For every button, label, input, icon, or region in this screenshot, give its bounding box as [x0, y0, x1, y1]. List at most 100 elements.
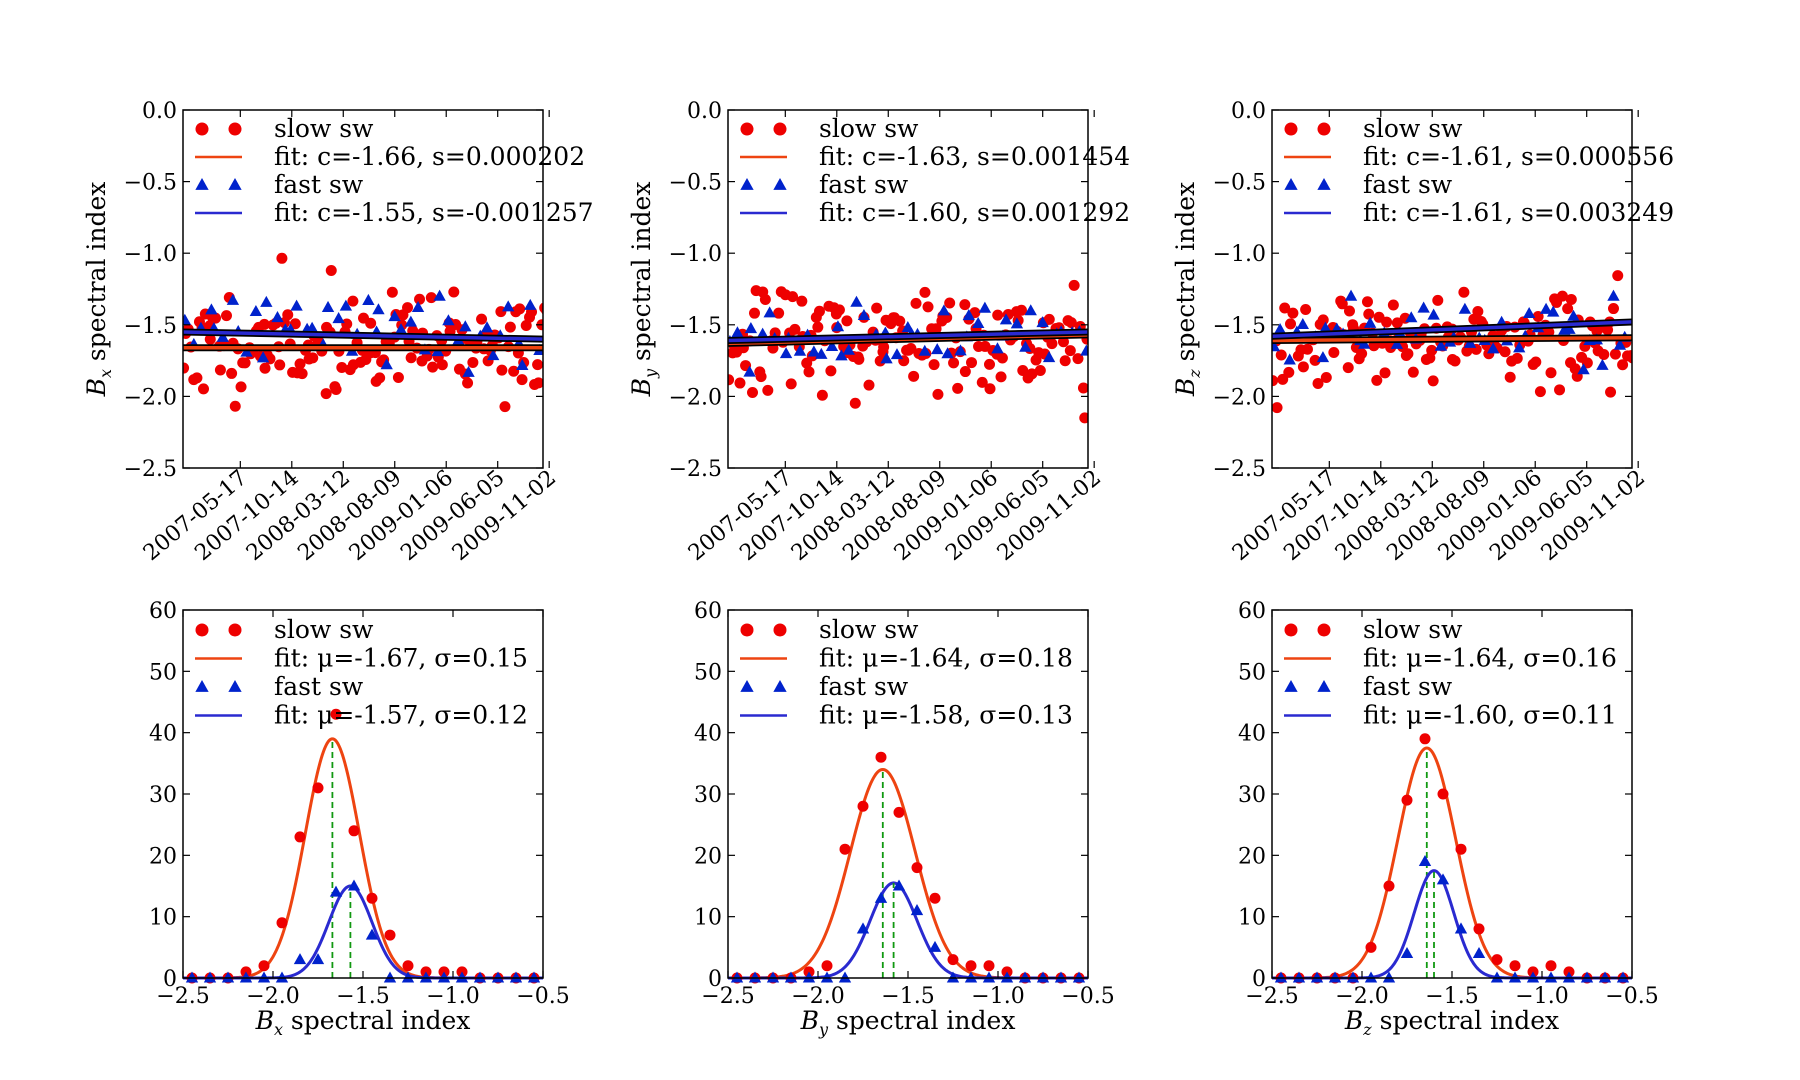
fast-sw-point	[1010, 317, 1024, 329]
slow-sw-point	[1609, 348, 1621, 360]
slow-sw-point	[542, 356, 543, 358]
fast-sw-point	[404, 315, 418, 327]
fast-sw-point	[1382, 971, 1396, 983]
slow-sw-point	[191, 372, 203, 384]
slow-sw-point	[514, 303, 526, 315]
legend-slow-marker	[1317, 623, 1331, 637]
slow-sw-point	[226, 367, 238, 379]
fast-sw-point	[388, 310, 401, 322]
slow-sw-point	[1633, 338, 1644, 349]
slow-sw-point	[910, 297, 922, 309]
fast-sw-point	[1400, 946, 1414, 959]
slow-sw-point	[1371, 374, 1383, 386]
slow-sw-point	[1627, 352, 1632, 364]
slow-sw-point	[1631, 380, 1632, 384]
fast-sw-point	[962, 309, 975, 321]
y-tick-label: 0	[163, 967, 177, 992]
slow-sw-point	[1068, 279, 1080, 291]
plot-frame	[727, 109, 1089, 469]
slow-sw-point	[294, 831, 306, 843]
fast-sw-point	[890, 348, 904, 360]
slow-sw-point	[773, 307, 785, 319]
fast-sw-point	[937, 304, 951, 316]
y-tick-label: 60	[149, 599, 177, 624]
legend-fast-marker	[195, 178, 209, 190]
slow-sw-point	[1605, 386, 1617, 398]
slow-sw-point	[1065, 317, 1077, 329]
fast-sw-point	[1080, 344, 1088, 356]
slow-sw-point	[425, 292, 437, 304]
fast-sw-point	[779, 347, 793, 359]
slow-sw-point	[875, 751, 887, 763]
y-tick-label: 20	[149, 844, 177, 869]
legend-label: slow sw	[274, 615, 374, 644]
fast-sw-point	[766, 971, 780, 983]
slow-sw-point	[1419, 733, 1431, 745]
fast-sw-point	[516, 358, 529, 371]
slow-sw-point	[366, 892, 378, 904]
slow-sw-point	[312, 782, 324, 794]
slow-sw-point	[748, 307, 760, 319]
fast-sw-point	[1405, 311, 1418, 323]
slow-sw-point	[320, 388, 332, 400]
fast-sw-point	[1562, 971, 1576, 983]
slow-sw-point	[1426, 344, 1438, 356]
fast-sw-point	[1544, 971, 1558, 983]
fast-sw-point	[1454, 922, 1468, 934]
slow-sw-point	[1043, 313, 1055, 325]
legend-label: slow sw	[274, 114, 374, 143]
fast-sw-point	[455, 971, 469, 983]
slow-sw-point	[341, 318, 353, 330]
fast-sw-point	[1346, 971, 1360, 983]
fast-sw-point	[802, 971, 816, 983]
panel-top-right: 0.0−0.5−1.0−1.5−2.0−2.52007-05-172007-10…	[1171, 99, 1674, 566]
slow-sw-point	[762, 384, 774, 396]
fast-sw-point	[842, 343, 855, 355]
x-tick-label: −2.5	[701, 984, 754, 1009]
slow-sw-point	[516, 374, 528, 386]
y-tick-label: −2.0	[124, 385, 177, 410]
fast-sw-point	[419, 971, 433, 983]
legend-label: fit: μ=-1.58, σ=0.13	[819, 701, 1073, 730]
slow-sw-point	[1015, 304, 1027, 316]
fast-sw-point	[1418, 854, 1432, 867]
legend-fast-marker	[228, 680, 242, 692]
slow-sw-point	[1312, 377, 1324, 389]
legend-label: fast sw	[274, 170, 364, 199]
slow-sw-point	[1285, 318, 1297, 330]
y-axis-label: Bz spectral index	[1171, 182, 1204, 397]
legend-fast-marker	[1317, 178, 1331, 190]
y-tick-label: 50	[149, 660, 177, 685]
y-tick-label: 0	[1252, 967, 1266, 992]
slow-sw-point	[1300, 303, 1312, 315]
fast-sw-point	[748, 971, 762, 983]
y-tick-label: −1.5	[669, 314, 722, 339]
slow-sw-point	[919, 286, 931, 298]
fast-sw-point	[857, 308, 871, 321]
slow-sw-point	[930, 323, 942, 335]
slow-sw-point	[728, 374, 735, 386]
legend-label: fast sw	[1363, 672, 1453, 701]
y-tick-label: −1.5	[1213, 314, 1266, 339]
slow-sw-point	[893, 806, 905, 818]
fast-sw-point	[216, 330, 229, 342]
fast-sw-point	[1018, 971, 1032, 983]
slow-sw-point	[821, 960, 833, 972]
fast-sw-point	[260, 295, 273, 307]
fast-sw-point	[524, 298, 537, 310]
fast-sw-point	[1580, 971, 1594, 983]
fast-sw-point	[825, 339, 839, 352]
slow-sw-point	[336, 361, 348, 373]
slow-sw-point	[533, 377, 543, 389]
legend-slow-marker	[195, 122, 209, 136]
fast-sw-point	[1526, 971, 1540, 983]
slow-sw-point	[476, 313, 488, 325]
slow-sw-point	[1342, 362, 1354, 374]
fast-sw-point	[509, 971, 523, 983]
slow-sw-point	[386, 286, 398, 298]
y-tick-label: 20	[1238, 844, 1266, 869]
fast-sw-point	[850, 295, 863, 307]
fast-sw-point	[1417, 301, 1430, 313]
slow-sw-point	[294, 358, 306, 370]
slow-sw-point	[1072, 353, 1084, 365]
